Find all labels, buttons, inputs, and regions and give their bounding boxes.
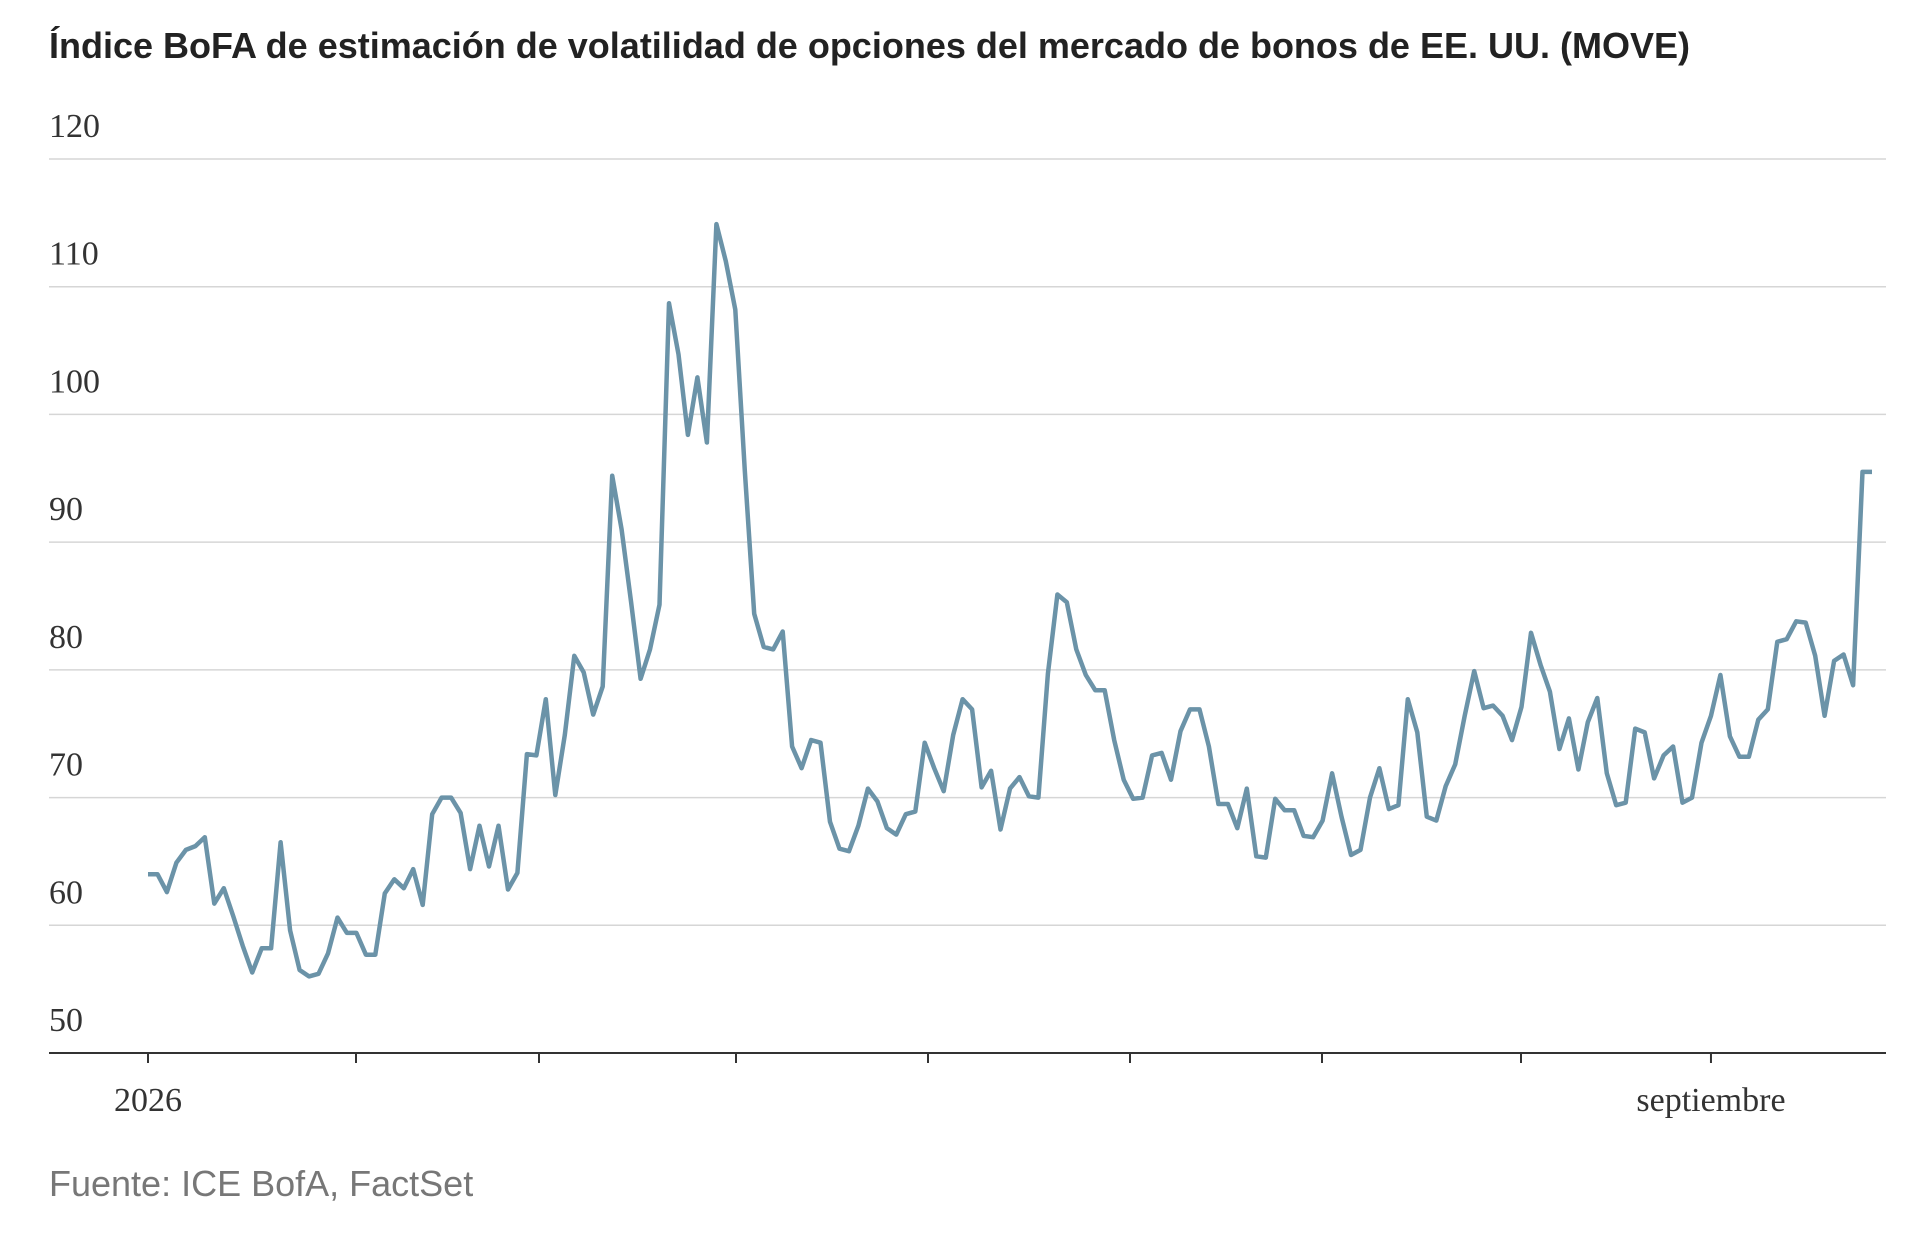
y-tick-label: 60 (49, 874, 83, 911)
y-tick-label: 100 (49, 363, 100, 400)
source: Fuente: ICE BofA, FactSet (49, 1163, 473, 1204)
y-tick-label: 80 (49, 619, 83, 656)
x-tick-label: septiembre (1636, 1082, 1785, 1119)
y-tick-label: 110 (49, 236, 99, 273)
x-tick-label: 2026 (114, 1082, 182, 1119)
y-tick-label: 120 (49, 108, 100, 145)
y-tick-label: 70 (49, 747, 83, 784)
series-line (148, 221, 1872, 979)
y-tick-label: 50 (49, 1002, 83, 1039)
y-tick-label: 90 (49, 491, 83, 528)
chart-title: Índice BoFA de estimación de volatilidad… (49, 25, 1690, 66)
month-ticks (355, 1053, 1522, 1063)
